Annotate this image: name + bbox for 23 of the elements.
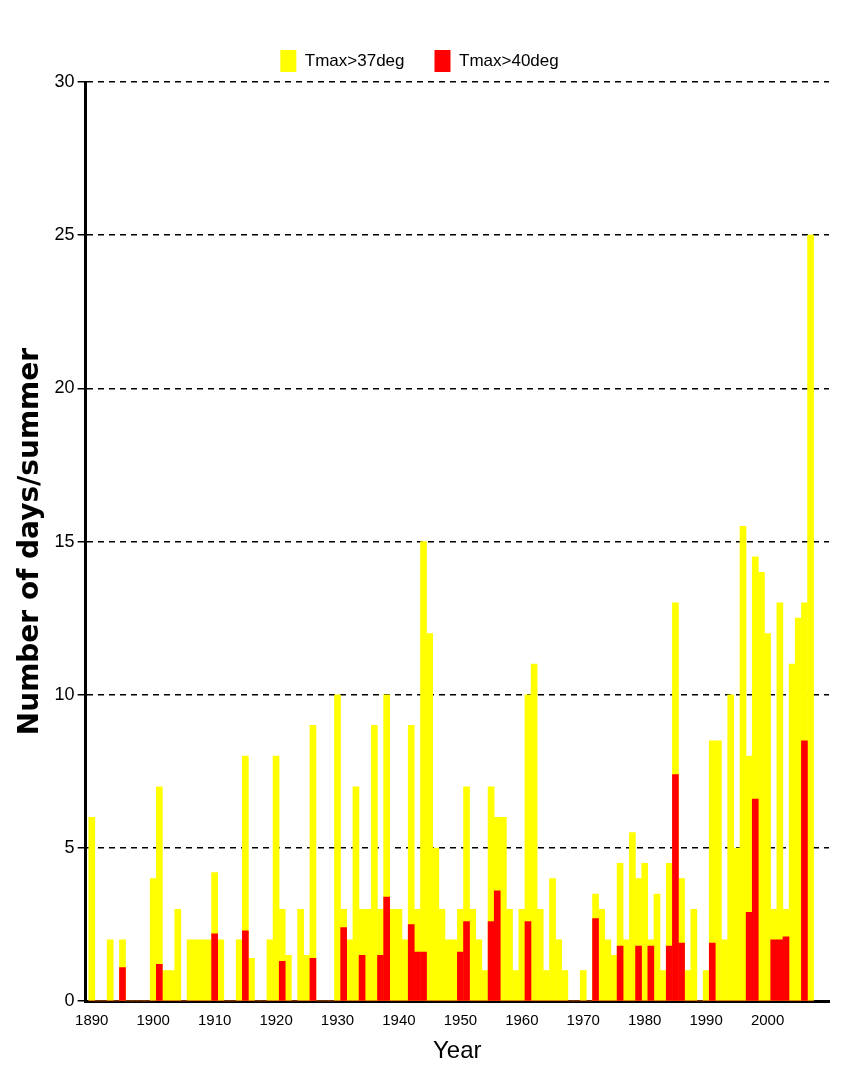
x-tick-label: 1950 [443, 1011, 478, 1029]
legend-label: Tmax>37deg [304, 50, 405, 70]
x-tick-label: 1900 [136, 1011, 170, 1029]
y-tick-label: 25 [54, 224, 75, 245]
x-tick-label: 1890 [75, 1011, 109, 1029]
x-tick-label: 1940 [382, 1011, 416, 1029]
x-axis-title: Year [433, 1036, 482, 1064]
x-tick-label: 1930 [320, 1011, 355, 1029]
x-tick-label: 1980 [628, 1011, 662, 1029]
x-tick-label: 1920 [259, 1011, 293, 1029]
y-tick-label: 15 [54, 530, 75, 551]
x-tick-label: 2000 [750, 1011, 785, 1029]
x-tick-label: 1990 [689, 1011, 723, 1029]
y-tick-label: 10 [54, 683, 75, 704]
x-tick-label: 1910 [197, 1011, 232, 1029]
y-tick-label: 0 [64, 990, 75, 1011]
y-tick-label: 20 [54, 377, 75, 398]
x-tick-label: 1970 [566, 1011, 600, 1029]
y-axis-title: Number of days/summer [12, 347, 46, 736]
y-tick-label: 30 [54, 70, 75, 91]
x-tick-label: 1960 [505, 1011, 539, 1029]
y-tick-label: 5 [64, 836, 75, 857]
legend-label: Tmax>40deg [459, 50, 559, 70]
